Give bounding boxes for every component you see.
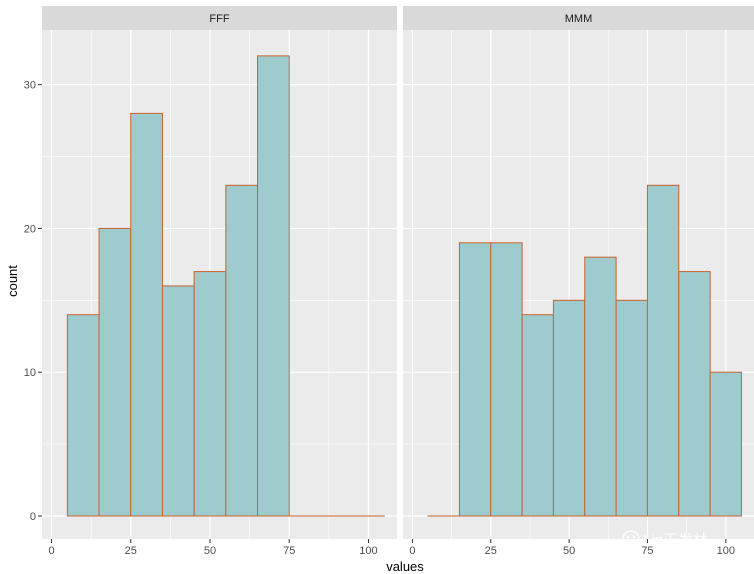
y-tick-label: 30 <box>24 80 36 92</box>
y-axis: 0 10 20 30 <box>24 80 42 523</box>
histogram-bar <box>458 242 492 517</box>
histogram-bar <box>225 184 259 517</box>
x-tick-label: 25 <box>485 545 497 557</box>
x-tick-label: 50 <box>563 545 575 557</box>
wechat-icon-dot <box>632 535 636 539</box>
x-tick-label: 0 <box>48 545 54 557</box>
wechat-icon-dot <box>626 535 630 539</box>
facet-panels: FFF 0 25 50 75 100 MMM 0 25 50 75 100 <box>42 6 754 557</box>
histogram-bar <box>98 227 132 517</box>
x-tick-label: 100 <box>717 545 735 557</box>
histogram-bar <box>193 271 227 517</box>
x-tick-label: 75 <box>283 545 295 557</box>
y-tick-label: 0 <box>30 511 36 523</box>
watermark: Lin王发林 <box>622 530 708 549</box>
histogram-bar <box>584 256 617 517</box>
histogram-bar <box>678 271 711 517</box>
facet-strip-label: MMM <box>565 13 593 25</box>
x-tick-label: 0 <box>409 545 415 557</box>
y-tick-label: 10 <box>24 367 36 379</box>
facet-strip-label: FFF <box>209 13 229 25</box>
histogram-bar <box>161 285 195 517</box>
y-axis-title: count <box>5 265 20 297</box>
histogram-bar <box>646 184 680 517</box>
histogram-bar <box>615 299 648 517</box>
y-tick-label: 20 <box>24 223 36 235</box>
x-axis-title: values <box>386 559 424 574</box>
x-tick-label: 100 <box>359 545 377 557</box>
facet-panel-mmm: MMM 0 25 50 75 100 <box>403 6 754 557</box>
facet-panel-fff: FFF 0 25 50 75 100 <box>42 6 397 557</box>
facet-strip <box>403 6 754 30</box>
histogram-bar <box>709 371 742 517</box>
watermark-text: Lin王发林 <box>643 532 708 549</box>
x-tick-label: 75 <box>641 545 653 557</box>
histogram-bar <box>66 314 100 517</box>
histogram-bar <box>130 112 163 517</box>
x-tick-label: 25 <box>125 545 137 557</box>
histogram-bar <box>521 314 554 517</box>
wechat-icon <box>622 530 640 548</box>
histogram-bar <box>552 299 586 517</box>
histogram-bar <box>257 55 290 517</box>
x-tick-label: 50 <box>204 545 216 557</box>
facet-strip <box>42 6 397 30</box>
histogram-bar <box>490 242 523 517</box>
